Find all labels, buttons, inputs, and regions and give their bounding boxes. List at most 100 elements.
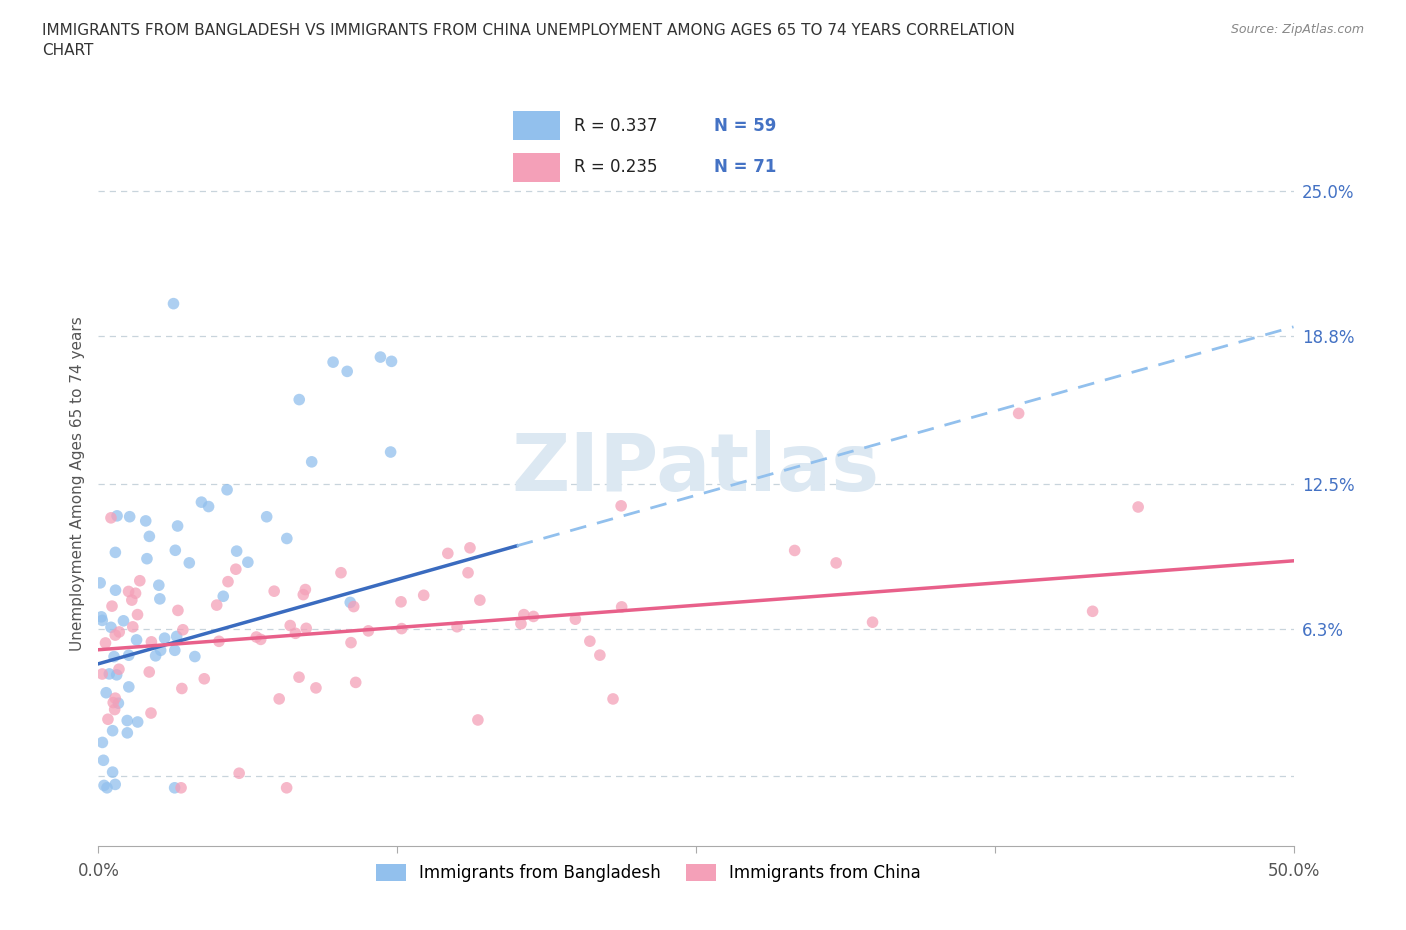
Point [284,626,307,641]
Point [190,495,212,510]
Point [269,692,291,707]
Point [380,354,402,369]
Point [288,392,311,407]
Point [104,628,127,643]
Point [236,555,259,570]
Point [104,583,127,598]
Point [91,667,114,682]
Point [205,598,228,613]
Point [118,510,141,525]
Point [446,619,468,634]
Point [128,573,150,588]
Point [121,592,143,607]
Point [108,662,131,677]
Point [510,617,533,631]
Point [170,780,193,795]
Point [862,615,884,630]
Point [166,519,188,534]
FancyBboxPatch shape [513,153,560,182]
Point [391,621,413,636]
Text: N = 59: N = 59 [714,116,776,135]
Point [825,555,848,570]
Point [301,455,323,470]
Point [138,665,160,680]
Point [165,543,187,558]
Point [217,483,239,498]
Point [167,603,190,618]
Point [138,529,160,544]
Point [104,691,127,706]
Point [513,607,536,622]
Point [225,544,247,559]
Point [370,350,392,365]
Point [602,692,624,707]
Point [105,509,128,524]
Point [148,578,170,592]
Point [101,599,124,614]
Point [100,511,122,525]
Point [1081,604,1104,618]
Point [249,632,271,647]
Point [90,609,112,624]
Legend: Immigrants from Bangladesh, Immigrants from China: Immigrants from Bangladesh, Immigrants f… [368,857,928,889]
Text: ZIPatlas: ZIPatlas [512,430,880,508]
Point [163,780,186,795]
Point [380,445,402,459]
Point [212,589,235,604]
Point [294,582,316,597]
Text: IMMIGRANTS FROM BANGLADESH VS IMMIGRANTS FROM CHINA UNEMPLOYMENT AMONG AGES 65 T: IMMIGRANTS FROM BANGLADESH VS IMMIGRANTS… [42,23,1015,58]
Point [343,599,366,614]
Point [91,735,114,750]
Point [135,513,157,528]
Point [98,667,121,682]
Point [96,780,118,795]
Point [136,551,159,566]
Point [141,634,163,649]
Point [217,574,239,589]
Point [225,562,247,577]
Point [276,780,298,795]
Point [166,629,188,644]
Point [292,587,315,602]
Point [295,621,318,636]
Point [340,635,363,650]
Point [139,706,162,721]
Point [278,618,301,633]
FancyBboxPatch shape [513,112,560,140]
Point [458,540,481,555]
Point [107,696,129,711]
Point [93,778,115,793]
Point [263,584,285,599]
Point [145,648,167,663]
Point [1128,499,1150,514]
Point [117,584,139,599]
Point [163,643,186,658]
Point [357,623,380,638]
Point [184,649,207,664]
Point [322,354,344,369]
Point [193,671,215,686]
Point [94,635,117,650]
Point [97,711,120,726]
Point [437,546,460,561]
Y-axis label: Unemployment Among Ages 65 to 74 years: Unemployment Among Ages 65 to 74 years [69,316,84,651]
Point [467,712,489,727]
Point [468,592,491,607]
Point [162,296,184,311]
Point [127,607,149,622]
Point [197,499,219,514]
Point [336,364,359,379]
Point [305,681,328,696]
Point [589,647,612,662]
Point [115,713,138,728]
Point [339,595,361,610]
Point [104,545,127,560]
Point [153,631,176,645]
Point [783,543,806,558]
Point [149,643,172,658]
Text: R = 0.337: R = 0.337 [575,116,658,135]
Point [103,695,125,710]
Point [125,632,148,647]
Point [101,724,124,738]
Point [112,614,135,629]
